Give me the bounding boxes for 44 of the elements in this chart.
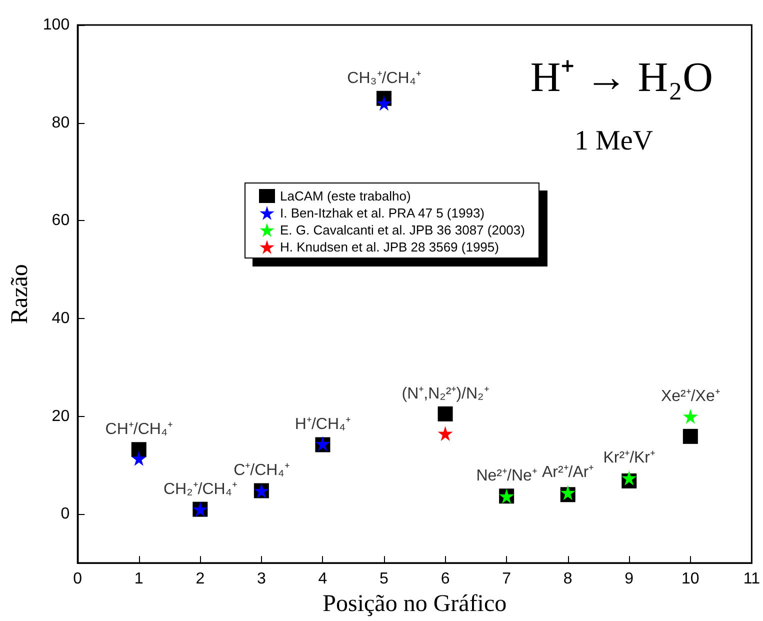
point xyxy=(438,406,453,422)
annotation: Xe²⁺/Xe⁺ xyxy=(660,388,720,405)
x-tick-label: 11 xyxy=(743,570,760,588)
y-tick-label: 0 xyxy=(60,506,70,523)
x-tick-label: 9 xyxy=(624,570,634,588)
y-tick-label: 60 xyxy=(52,212,70,230)
legend-label: LaCAM (este trabalho) xyxy=(280,188,411,204)
annotation: CH₃⁺/CH₄⁺ xyxy=(347,70,421,87)
text: 1 MeV xyxy=(574,126,653,156)
annotation: C⁺/CH₄⁺ xyxy=(234,462,290,480)
x-tick-label: 8 xyxy=(563,570,572,588)
x-tick-label: 4 xyxy=(318,570,328,588)
text: H⁺ → H₂O xyxy=(530,55,714,101)
x-tick-label: 7 xyxy=(502,570,512,588)
annotation: H⁺/CH₄⁺ xyxy=(294,416,351,434)
y-tick-label: 40 xyxy=(52,310,70,328)
annotation: (N⁺,N₂²⁺)/N₂⁺ xyxy=(402,385,489,402)
point xyxy=(376,96,392,111)
annotation: Ne²⁺/Ne⁺ xyxy=(476,468,537,485)
y-tick-label: 80 xyxy=(52,114,70,132)
point xyxy=(131,442,146,458)
x-tick-label: 5 xyxy=(380,570,389,588)
y-tick-label: 20 xyxy=(52,408,70,425)
annotation: Kr²⁺/Kr⁺ xyxy=(603,449,656,466)
y-axis-title: Razão xyxy=(7,264,33,324)
x-tick-label: 3 xyxy=(256,570,266,588)
x-tick-label: 6 xyxy=(440,570,450,588)
x-tick-label: 2 xyxy=(196,570,205,588)
point xyxy=(131,450,146,466)
point xyxy=(622,470,637,486)
legend-label: H. Knudsen et al. JPB 28 3569 (1995) xyxy=(280,240,499,254)
x-axis-title: Posição no Gráfico xyxy=(322,591,507,617)
x-tick-label: 1 xyxy=(134,570,144,588)
annotation: CH₂⁺/CH₄⁺ xyxy=(163,480,237,498)
legend-label: I. Ben-Itzhak et al. PRA 47 5 (1993) xyxy=(280,206,485,220)
point xyxy=(682,428,698,444)
x-tick-label: 10 xyxy=(682,570,700,588)
annotation: CH⁺/CH₄⁺ xyxy=(105,421,172,438)
y-tick-label: 100 xyxy=(42,16,70,34)
point xyxy=(682,408,698,424)
x-tick-label: 0 xyxy=(73,570,82,588)
point xyxy=(438,426,453,441)
annotation: Ar²⁺/Ar⁺ xyxy=(542,464,594,482)
legend-label: E. G. Cavalcanti et al. JPB 36 3087 (2003) xyxy=(280,222,525,238)
